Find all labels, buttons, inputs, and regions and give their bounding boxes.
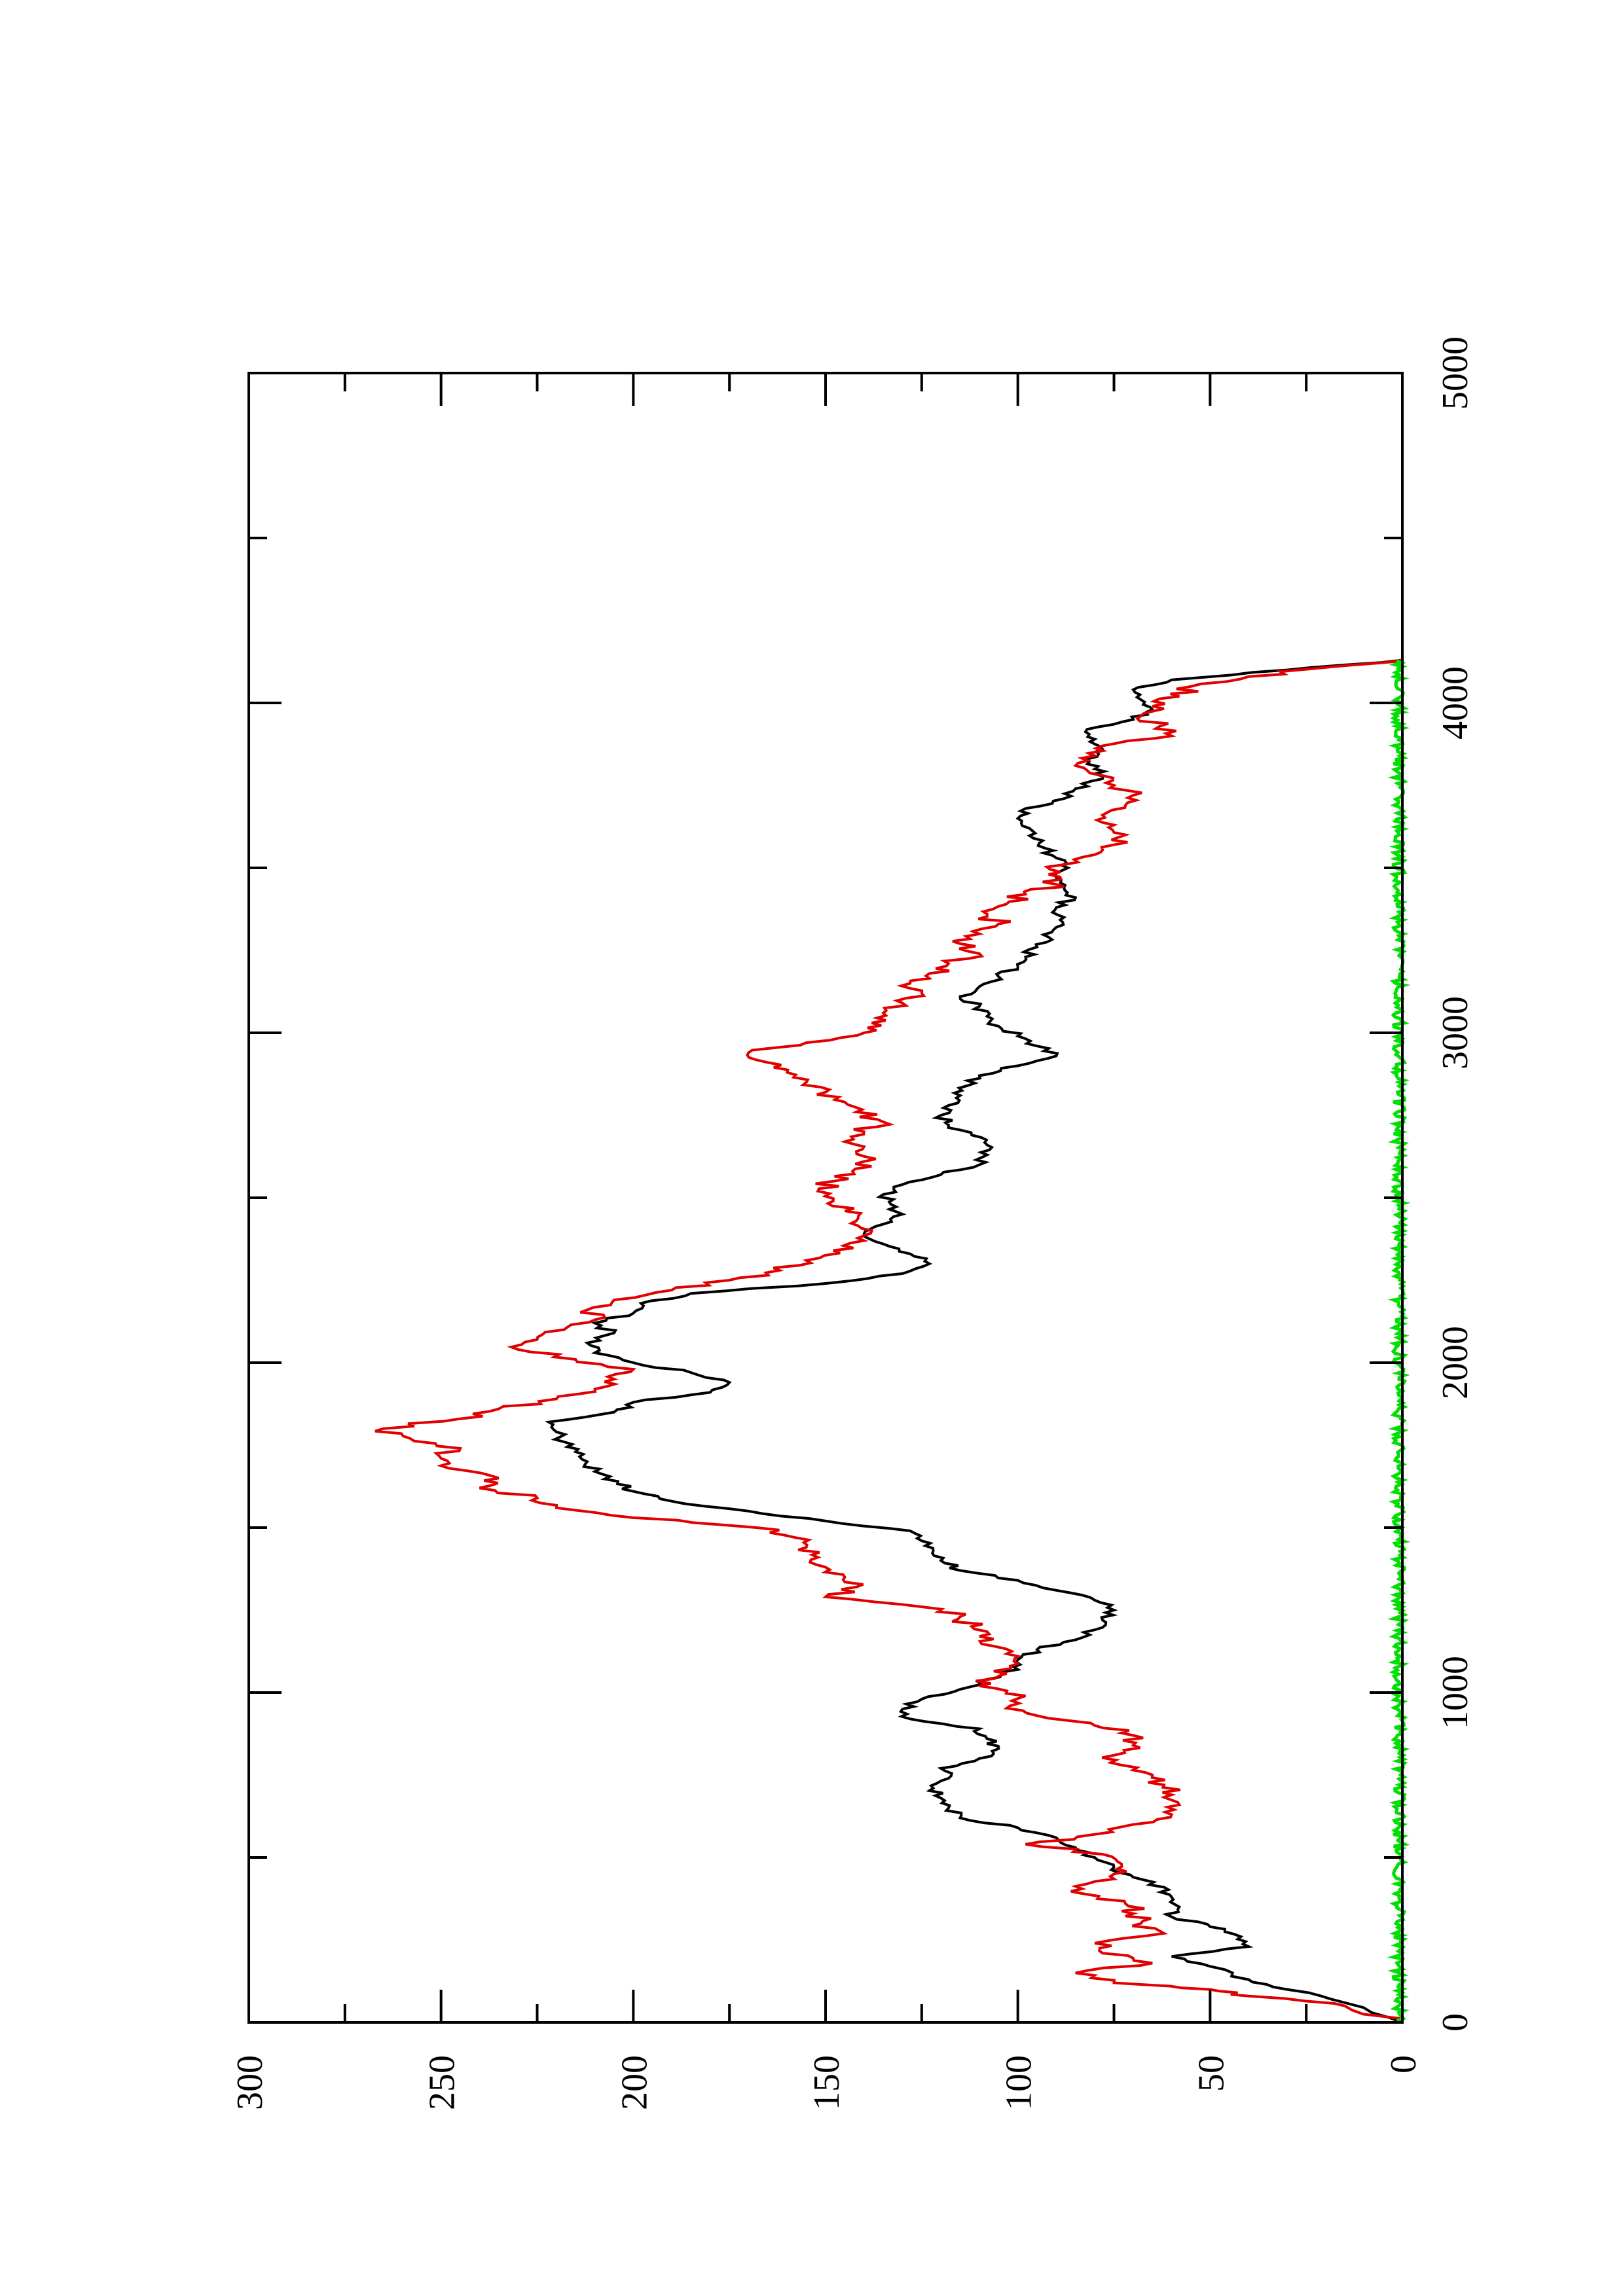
series-line-2 bbox=[374, 658, 1404, 2024]
x-tick-label: 5000 bbox=[1435, 336, 1476, 410]
plot-area bbox=[374, 658, 1411, 2024]
plot-frame bbox=[247, 372, 1404, 2024]
x-tick-label: 0 bbox=[1435, 2013, 1476, 2032]
y-tick-label: 200 bbox=[614, 2055, 655, 2110]
x-tick-label: 3000 bbox=[1435, 996, 1476, 1069]
y-tick-label: 250 bbox=[422, 2055, 463, 2110]
x-tick-label: 4000 bbox=[1435, 666, 1476, 740]
axes bbox=[247, 372, 1404, 2024]
x-tick-label: 2000 bbox=[1435, 1326, 1476, 1399]
series-line-3 bbox=[1387, 659, 1411, 2023]
y-tick-label: 50 bbox=[1191, 2055, 1231, 2092]
x-tick-label: 1000 bbox=[1435, 1656, 1476, 1729]
y-tick-label: 150 bbox=[807, 2055, 847, 2110]
y-tick-label: 300 bbox=[230, 2055, 270, 2110]
series-line-1 bbox=[544, 658, 1403, 2024]
tick-labels: 0 1000 2000 3000 4000 5000 0 50 100 150 200 250 300 bbox=[230, 336, 1476, 2110]
y-tick-label: 100 bbox=[999, 2055, 1040, 2110]
y-tick-label: 0 bbox=[1383, 2055, 1424, 2073]
